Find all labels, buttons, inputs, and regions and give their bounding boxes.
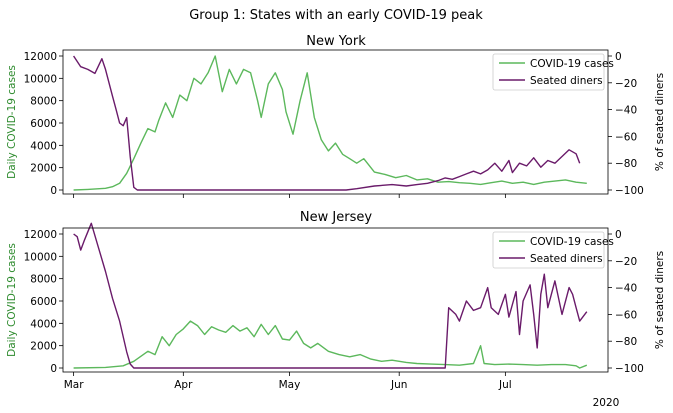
y-axis-label-left: Daily COVID-19 cases — [6, 65, 18, 179]
y-axis-label-right: % of seated diners — [654, 73, 666, 171]
y-tick-label-right: −80 — [615, 158, 637, 170]
y-tick-label-right: −20 — [615, 256, 637, 268]
x-tick-label: Jul — [498, 379, 512, 391]
panel-title: New Jersey — [300, 210, 372, 225]
legend: COVID-19 cases Seated diners — [492, 53, 614, 91]
cases-series-line — [73, 320, 588, 369]
y-tick-label-left: 8000 — [30, 96, 57, 108]
y-tick-label-left: 4000 — [30, 318, 57, 330]
legend: COVID-19 cases Seated diners — [492, 231, 614, 269]
legend-label-cases: COVID-19 cases — [530, 58, 614, 70]
legend-label-diners: Seated diners — [530, 253, 603, 265]
series-lines — [73, 222, 588, 369]
y-tick-label-left: 12000 — [24, 229, 57, 241]
x-tick-label: Apr — [174, 379, 193, 391]
y-tick-label-left: 0 — [50, 363, 57, 375]
diners-series-line — [73, 55, 581, 191]
y-tick-label-left: 6000 — [30, 118, 57, 130]
legend-label-diners: Seated diners — [530, 75, 603, 87]
panel-title: New York — [306, 34, 366, 49]
y-tick-label-left: 12000 — [24, 51, 57, 63]
x-tick-label: Jun — [390, 379, 407, 391]
panel-new-york: New York 0 2000 4000 6000 8000 10000 12000 0 −20… — [6, 34, 666, 198]
cases-series-line — [73, 55, 587, 191]
y-tick-label-left: 10000 — [24, 251, 57, 263]
y-tick-label-left: 10000 — [24, 73, 57, 85]
y-tick-label-right: −40 — [615, 283, 637, 295]
panel-new-jersey: New Jersey 0 2000 4000 6000 8000 10000 12000 0 −… — [6, 210, 666, 391]
y-tick-label-left: 8000 — [30, 274, 57, 286]
y-tick-label-right: 0 — [615, 229, 622, 241]
y-axis-label-left: Daily COVID-19 cases — [6, 243, 18, 357]
legend-label-cases: COVID-19 cases — [530, 236, 614, 248]
x-axis-offset-label: 2020 — [593, 397, 620, 409]
plot-frame — [62, 227, 609, 373]
y-tick-label-right: −80 — [615, 336, 637, 348]
x-tick-label: Mar — [64, 379, 84, 391]
y-tick-label-left: 4000 — [30, 140, 57, 152]
y-tick-label-right: −100 — [615, 185, 644, 197]
figure-title: Group 1: States with an early COVID-19 p… — [189, 8, 483, 23]
y-tick-label-right: −60 — [615, 131, 637, 143]
axis-ticks: 0 2000 4000 6000 8000 10000 12000 0 −20 −40 −60 −80… — [24, 229, 644, 391]
y-tick-label-right: −40 — [615, 105, 637, 117]
y-tick-label-left: 6000 — [30, 296, 57, 308]
y-tick-label-right: −100 — [615, 363, 644, 375]
y-tick-label-left: 2000 — [30, 163, 57, 175]
y-tick-label-left: 0 — [50, 185, 57, 197]
y-axis-label-right: % of seated diners — [654, 251, 666, 349]
y-tick-label-right: 0 — [615, 51, 622, 63]
diners-series-line — [73, 222, 588, 369]
plot-frame — [62, 49, 609, 195]
x-tick-label: May — [279, 379, 301, 391]
y-tick-label-right: −60 — [615, 309, 637, 321]
y-tick-label-right: −20 — [615, 78, 637, 90]
series-lines — [73, 55, 587, 191]
axis-ticks: 0 2000 4000 6000 8000 10000 12000 0 −20 −40 −60 −80… — [24, 51, 644, 198]
y-tick-label-left: 2000 — [30, 341, 57, 353]
